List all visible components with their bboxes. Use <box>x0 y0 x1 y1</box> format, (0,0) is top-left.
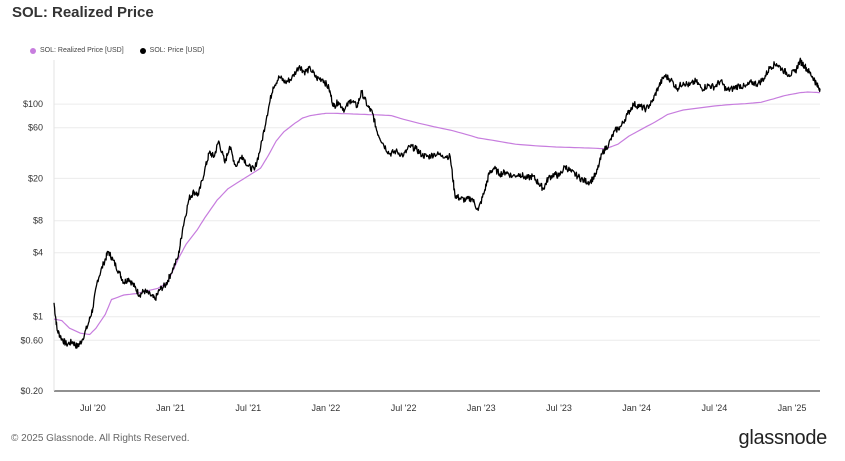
grid-lines <box>54 103 820 392</box>
x-tick-label: Jul '20 <box>80 403 106 413</box>
x-tick-label: Jul '22 <box>391 403 417 413</box>
y-axis-ticks: $0.20 $0.60 $1 $4 $8 $20 $60 $100 <box>20 99 43 396</box>
y-tick-label: $60 <box>28 123 43 133</box>
y-tick-label: $1 <box>33 312 43 322</box>
y-tick-label: $0.20 <box>20 386 43 396</box>
legend-swatch-price <box>139 47 146 54</box>
copyright-text: © 2025 Glassnode. All Rights Reserved. <box>11 433 190 444</box>
series-line-price[interactable] <box>53 57 821 349</box>
legend-label-realized-price: SOL: Realized Price [USD] <box>40 47 124 54</box>
y-tick-label: $8 <box>33 216 43 226</box>
x-tick-label: Jul '24 <box>701 403 727 413</box>
x-tick-label: Jan '25 <box>778 403 807 413</box>
y-tick-label: $100 <box>23 99 43 109</box>
glassnode-logo[interactable]: glassnode <box>738 427 828 449</box>
legend-item-price[interactable]: SOL: Price [USD] <box>139 47 205 54</box>
x-tick-label: Jul '23 <box>546 403 572 413</box>
chart-title: SOL: Realized Price <box>12 4 154 21</box>
legend-swatch-realized-price <box>30 47 36 54</box>
y-tick-label: $20 <box>28 173 43 183</box>
x-tick-label: Jan '24 <box>622 403 651 413</box>
y-tick-label: $4 <box>33 248 43 258</box>
x-tick-label: Jan '21 <box>156 403 185 413</box>
series-line-realized-price[interactable] <box>53 91 821 336</box>
x-axis-ticks: Jul '20 Jan '21 Jul '21 Jan '22 Jul '22 Jan '… <box>80 403 806 413</box>
y-tick-label: $0.60 <box>20 335 43 345</box>
chart-legend: SOL: Realized Price [USD] SOL: Price [US… <box>30 47 204 54</box>
chart-series <box>53 57 821 349</box>
legend-item-realized-price[interactable]: SOL: Realized Price [USD] <box>30 47 124 54</box>
x-tick-label: Jul '21 <box>235 403 261 413</box>
x-tick-label: Jan '22 <box>312 403 341 413</box>
legend-label-price: SOL: Price [USD] <box>149 47 205 54</box>
x-tick-label: Jan '23 <box>467 403 496 413</box>
